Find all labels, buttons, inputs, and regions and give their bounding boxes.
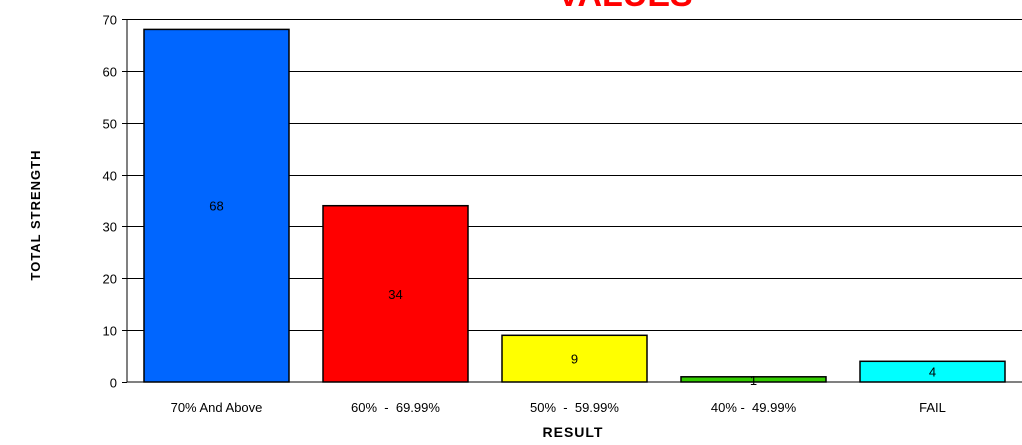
y-tick-label: 50: [103, 117, 117, 132]
x-tick-label: 40% - 49.99%: [711, 400, 797, 415]
bar: [143, 28, 290, 383]
bar-data-label: 9: [571, 352, 578, 367]
x-tick-label: 50% - 59.99%: [530, 400, 619, 415]
x-axis-label: RESULT: [543, 424, 604, 440]
y-tick-label: 70: [103, 13, 117, 28]
y-tick-label: 30: [103, 220, 117, 235]
chart-title: VALUES: [557, 0, 692, 14]
x-tick-label: 60% - 69.99%: [351, 400, 440, 415]
x-tick-label: FAIL: [919, 400, 946, 415]
y-axis-label: TOTAL STRENGTH: [28, 150, 43, 281]
y-tick-label: 40: [103, 169, 117, 184]
y-tick-label: 0: [110, 376, 117, 391]
y-tick-label: 20: [103, 272, 117, 287]
y-tick-label: 10: [103, 324, 117, 339]
bar-data-label: 1: [750, 373, 757, 388]
y-tick-label: 60: [103, 65, 117, 80]
bar-data-label: 68: [209, 199, 223, 214]
x-tick-label: 70% And Above: [171, 400, 263, 415]
bar-data-label: 4: [929, 365, 936, 380]
x-axis-ticks: 70% And Above 60% - 69.99% 50% - 59.99% 40%…: [171, 400, 946, 415]
bar: [322, 204, 469, 383]
bars: 68 34 9 1 4: [143, 28, 1006, 388]
y-axis-ticks: 0 10 20 30 40 50 60 70: [103, 13, 127, 391]
bar-data-label: 34: [388, 287, 402, 302]
bar: [501, 334, 648, 383]
